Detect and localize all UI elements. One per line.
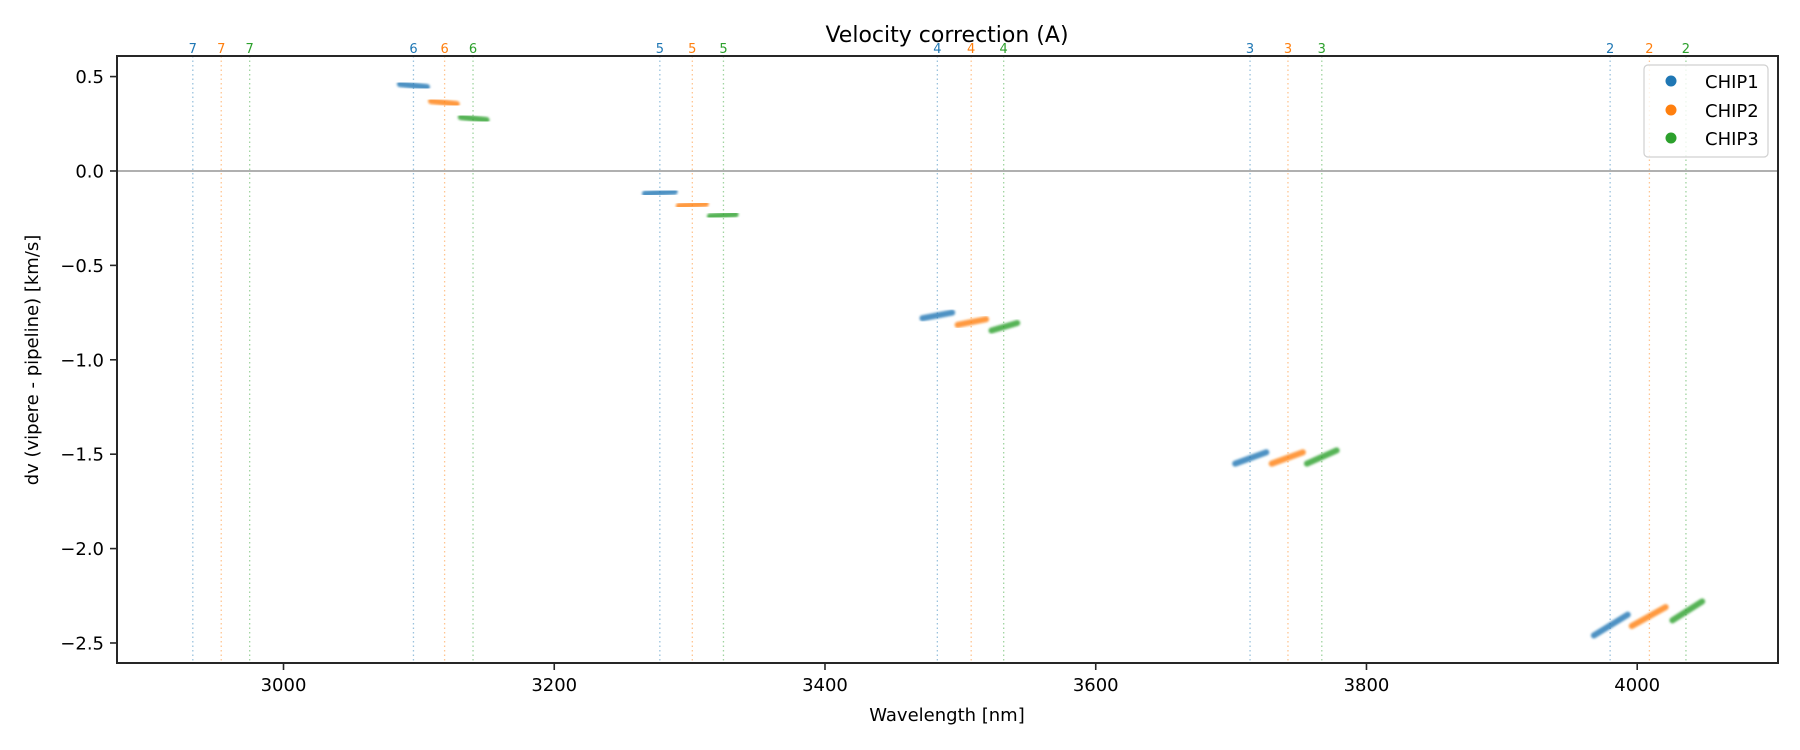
y-tick-label: 0.5 [75,67,104,88]
data-segment-order-4 [919,309,956,322]
data-segment-order-5 [675,201,709,209]
x-axis-ticks: 3000 3200 3400 3600 3800 4000 [261,663,1660,696]
data-segment-order-3 [1232,449,1270,467]
series-chip3 [457,114,1706,624]
order-label: 3 [1284,42,1292,57]
legend-marker-chip3 [1665,132,1677,144]
legend-label-chip3: CHIP3 [1705,129,1759,150]
legend: CHIP1 CHIP2 CHIP3 [1643,64,1769,158]
order-label: 2 [1645,42,1653,57]
legend-entry-chip1: CHIP1 [1665,72,1759,93]
y-tick-label: 0.0 [75,161,104,182]
order-label: 3 [1318,42,1326,57]
order-label: 7 [217,42,225,57]
legend-marker-chip2 [1665,104,1677,116]
legend-label-chip2: CHIP2 [1705,101,1759,122]
y-axis-ticks: 0.5 0.0 −0.5 −1.0 −1.5 −2.0 −2.5 [60,67,117,654]
order-label: 4 [967,42,975,57]
chart-title: Velocity correction (A) [825,23,1068,48]
order-labels: 7 7 7 6 6 6 5 5 5 4 4 4 3 3 3 2 2 2 [189,42,1690,57]
order-label: 7 [246,42,254,57]
data-segment-order-3 [1303,447,1340,467]
legend-label-chip1: CHIP1 [1705,72,1759,93]
data-segment-order-6 [457,114,490,124]
order-label: 2 [1606,42,1614,57]
legend-entry-chip3: CHIP3 [1665,129,1759,150]
order-label: 6 [409,42,417,57]
y-tick-label: −0.5 [60,256,104,277]
series-chip2 [428,98,1669,629]
order-label: 3 [1246,42,1254,57]
order-label: 6 [469,42,477,57]
data-segment-order-6 [428,98,460,107]
order-label: 6 [440,42,448,57]
x-tick-label: 3800 [1344,675,1390,696]
legend-marker-chip1 [1665,75,1677,87]
data-segment-order-2 [1628,604,1669,629]
order-label: 4 [1000,42,1008,57]
x-axis-label: Wavelength [nm] [869,705,1025,726]
order-label: 5 [688,42,696,57]
order-label: 4 [933,42,941,57]
x-tick-label: 3000 [261,675,307,696]
order-label: 5 [719,42,727,57]
data-segment-order-2 [1590,611,1631,639]
y-tick-label: −2.0 [60,539,104,560]
x-tick-label: 3200 [531,675,577,696]
legend-box [1643,64,1769,158]
x-tick-label: 3400 [802,675,848,696]
data-segment-order-2 [1669,598,1706,624]
y-tick-label: −2.5 [60,633,104,654]
data-segment-order-5 [706,211,739,220]
x-tick-label: 4000 [1614,675,1660,696]
order-label: 2 [1682,42,1690,57]
order-label: 7 [189,42,197,57]
data-segment-order-3 [1268,449,1306,467]
data-segment-order-5 [641,188,678,197]
data-segment-order-4 [954,316,990,328]
legend-entry-chip2: CHIP2 [1665,101,1759,122]
data-series [396,81,1706,639]
data-segment-order-4 [988,319,1021,334]
order-label: 5 [656,42,664,57]
data-segment-order-6 [396,81,430,90]
y-tick-label: −1.5 [60,445,104,466]
y-tick-label: −1.0 [60,350,104,371]
y-axis-label: dv (vipere - pipeline) [km/s] [22,235,43,486]
series-chip1 [396,81,1631,639]
x-tick-label: 3600 [1073,675,1119,696]
